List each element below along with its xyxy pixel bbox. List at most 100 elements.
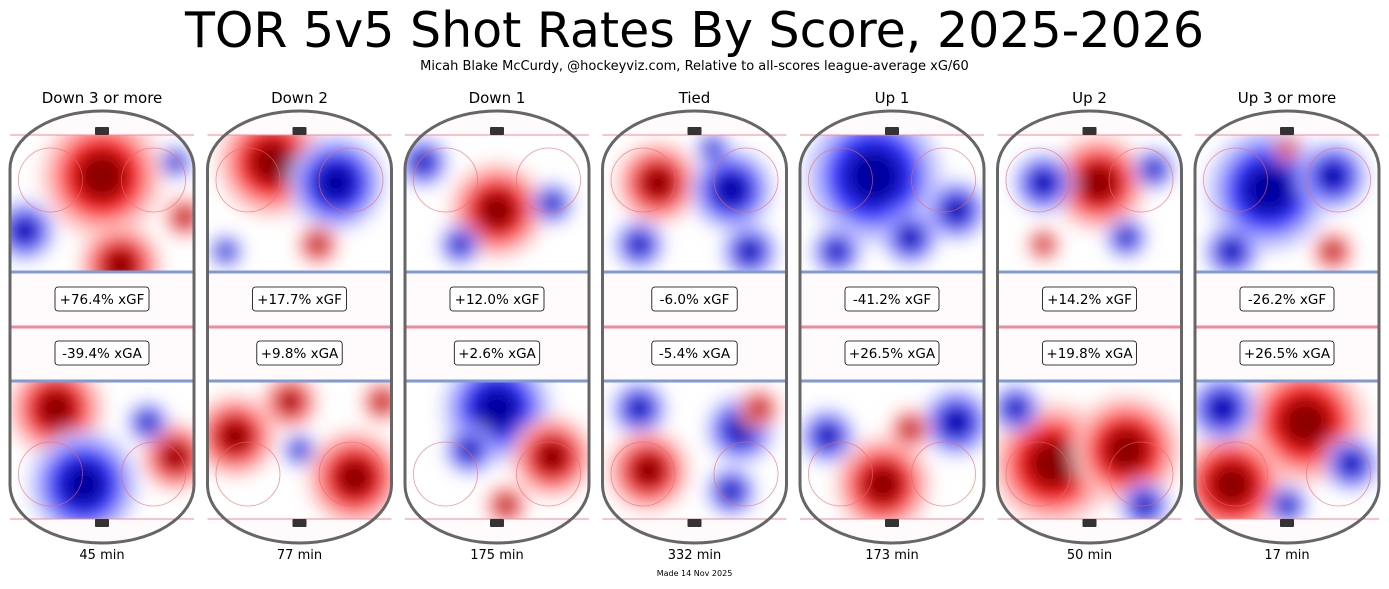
- hot-spot: [1207, 460, 1256, 509]
- hot-spot: [861, 463, 904, 506]
- for-zone-heatmap: [602, 135, 787, 272]
- faceoff-circle: [413, 441, 478, 507]
- faceoff-circle: [1005, 147, 1071, 213]
- hot-spot: [1324, 242, 1342, 261]
- rink-panel: Down 2 +17.7% xGF +9.8% xGA 77 min: [206, 89, 393, 563]
- rink-boards: [8, 109, 196, 545]
- cold-spot: [720, 480, 743, 503]
- cold-spot: [1207, 393, 1238, 424]
- against-zone-heatmap: [1195, 381, 1379, 519]
- xga-label: -5.4% xGA: [659, 346, 731, 362]
- rink-boards: [996, 109, 1183, 545]
- rink-boards: [798, 109, 986, 545]
- hot-spot: [534, 438, 571, 475]
- goal-net: [687, 519, 702, 527]
- cold-spot: [943, 197, 970, 224]
- faceoff-circle: [121, 441, 186, 507]
- faceoff-circle: [1203, 147, 1268, 213]
- faceoff-circle: [516, 441, 581, 507]
- for-zone-heatmap: [10, 135, 194, 272]
- minutes-label: 332 min: [668, 548, 721, 563]
- xga-label: +26.5% xGA: [849, 346, 936, 362]
- hot-spot: [373, 392, 392, 411]
- rink-boards: [1193, 109, 1381, 545]
- hot-spot: [278, 389, 303, 414]
- faceoff-circle: [713, 147, 779, 213]
- hot-spot: [1102, 426, 1151, 474]
- xgf-label: +76.4% xGF: [60, 292, 145, 308]
- cold-spot: [473, 384, 521, 433]
- rink-panel: Up 2 +14.2% xGF +19.8% xGA 50 min: [996, 89, 1183, 563]
- panel-label: Up 3 or more: [1238, 89, 1337, 107]
- xga-label-box: [1239, 340, 1335, 366]
- minutes-label: 17 min: [1264, 548, 1309, 563]
- cold-spot: [292, 442, 307, 458]
- hot-spot: [175, 208, 194, 227]
- rink-panel: Up 1 -41.2% xGF +26.5% xGA 173 min: [798, 89, 986, 563]
- xga-label-box: [54, 340, 150, 366]
- cold-spot: [713, 171, 750, 208]
- minutes-label: 77 min: [277, 548, 322, 563]
- heatmap: [10, 135, 194, 519]
- for-zone-heatmap: [997, 135, 1182, 272]
- rink-panel: Down 3 or more +76.4% xGF -39.4% xGA 45 min: [8, 89, 196, 563]
- hot-spot: [35, 387, 77, 430]
- heatmap: [800, 135, 984, 519]
- xgf-label: -26.2% xGF: [1248, 292, 1326, 308]
- goal-net: [1280, 519, 1294, 527]
- cold-spot: [543, 194, 562, 213]
- goal-net: [885, 519, 899, 527]
- faceoff-circle: [808, 441, 873, 507]
- xga-label: -39.4% xGA: [62, 346, 142, 362]
- faceoff-circle: [121, 147, 186, 213]
- faceoff-circle: [318, 441, 384, 507]
- cold-spot: [737, 239, 762, 264]
- xga-label: +19.8% xGA: [1046, 346, 1133, 362]
- faceoff-circle: [18, 441, 83, 507]
- cold-spot: [59, 460, 108, 509]
- cold-spot: [315, 161, 358, 204]
- panel-label: Tied: [678, 89, 711, 107]
- against-zone-heatmap: [602, 381, 787, 519]
- hot-spot: [333, 456, 376, 499]
- goal-net: [292, 127, 307, 135]
- cold-spot: [1278, 496, 1296, 515]
- faceoff-circle: [215, 147, 281, 213]
- for-zone-heatmap: [405, 135, 589, 272]
- cold-spot: [1117, 228, 1136, 247]
- hot-spot: [749, 399, 768, 418]
- heatmap: [405, 135, 589, 519]
- goal-net: [1082, 127, 1097, 135]
- hot-spot: [497, 496, 516, 515]
- xga-label-box: [651, 340, 738, 366]
- faceoff-circle: [610, 147, 676, 213]
- rink-panel: Up 3 or more -26.2% xGF +26.5% xGA 17 min: [1193, 89, 1381, 563]
- cold-spot: [628, 233, 651, 256]
- cold-spot: [898, 225, 923, 250]
- rink-boards: [403, 109, 591, 545]
- cold-spot: [412, 151, 435, 174]
- hot-spot: [102, 247, 139, 272]
- xga-label-box: [453, 340, 541, 366]
- faceoff-circle: [610, 441, 676, 507]
- cold-spot: [1241, 162, 1296, 217]
- hot-spot: [1281, 142, 1293, 155]
- cold-spot: [1219, 239, 1244, 264]
- hot-spot: [639, 164, 676, 201]
- panel-label: Down 1: [469, 89, 526, 107]
- cold-spot: [1005, 397, 1027, 420]
- xgf-label: -41.2% xGF: [853, 292, 931, 308]
- panel-label: Up 2: [1072, 89, 1107, 107]
- xgf-label-box: [844, 286, 940, 312]
- faceoff-circle: [1306, 147, 1371, 213]
- goal-net: [95, 519, 109, 527]
- chart-subtitle: Micah Blake McCurdy, @hockeyviz.com, Rel…: [420, 59, 969, 74]
- minutes-label: 175 min: [470, 548, 523, 563]
- against-zone-heatmap: [10, 381, 194, 519]
- goal-net: [490, 519, 504, 527]
- goal-net: [687, 127, 702, 135]
- rink-boards: [601, 109, 788, 545]
- cold-spot: [139, 413, 157, 432]
- faceoff-circle: [1005, 441, 1071, 507]
